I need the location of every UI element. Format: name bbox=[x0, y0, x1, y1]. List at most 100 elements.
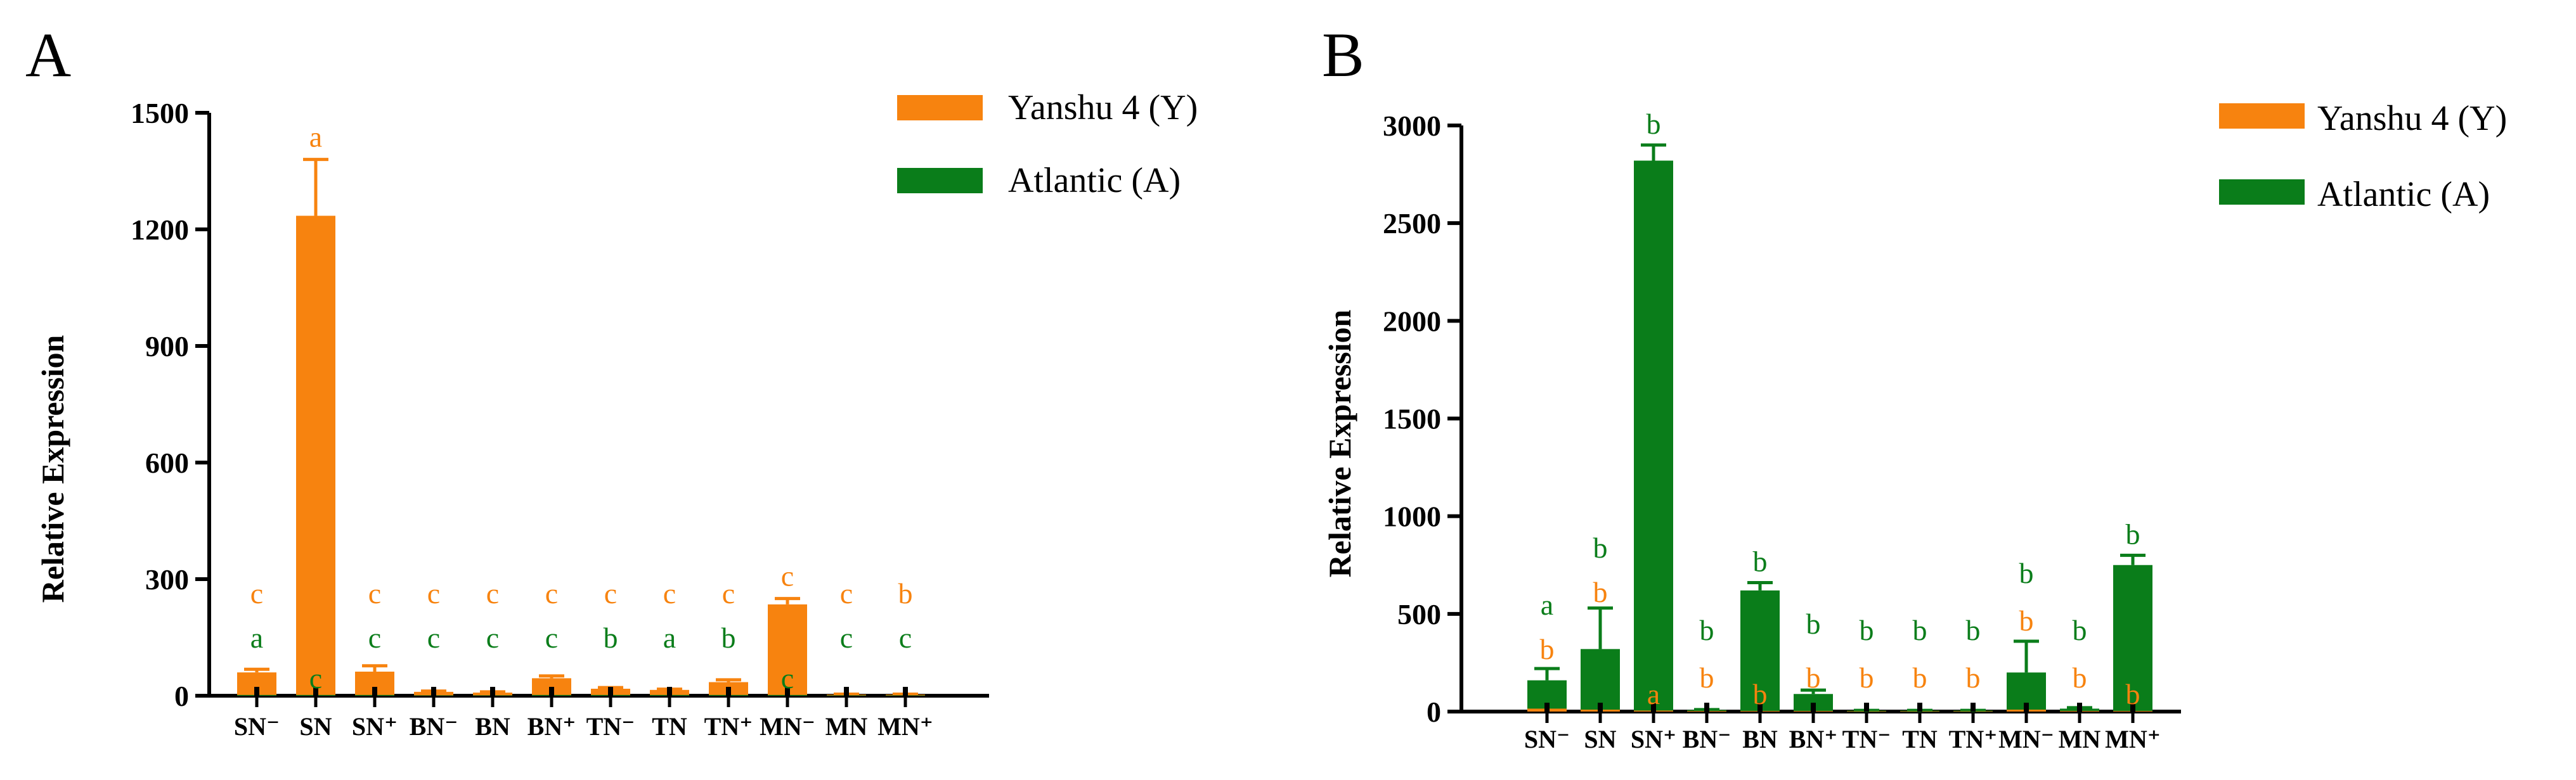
sig-letter-atlantic: c bbox=[427, 622, 440, 654]
baseline-marker bbox=[1917, 703, 1922, 712]
legend-swatch-atlantic bbox=[2219, 179, 2305, 205]
baseline-marker bbox=[431, 687, 436, 696]
sig-letter-atlantic: b bbox=[2073, 614, 2087, 646]
sig-letter-yanshu: b bbox=[2073, 662, 2087, 694]
sig-letter-yanshu: b bbox=[1860, 662, 1874, 694]
sig-letter-yanshu: b bbox=[2019, 604, 2034, 637]
baseline-marker bbox=[726, 687, 731, 696]
y-tick-label: 2500 bbox=[1383, 207, 1441, 240]
x-tick-label: TN⁺ bbox=[704, 712, 753, 741]
sig-letter-yanshu: b bbox=[1540, 633, 1555, 665]
sig-letter-yanshu: c bbox=[663, 577, 676, 610]
sig-letter-atlantic: b bbox=[1860, 614, 1874, 646]
y-tick-label: 2000 bbox=[1383, 305, 1441, 337]
sig-letter-yanshu: a bbox=[309, 121, 322, 153]
sig-letter-atlantic: c bbox=[899, 622, 912, 654]
baseline-marker bbox=[372, 687, 377, 696]
sig-letter-atlantic: c bbox=[840, 622, 853, 654]
sig-letter-atlantic: b bbox=[1753, 546, 1768, 578]
sig-letter-atlantic: c bbox=[545, 622, 558, 654]
sig-letter-yanshu: c bbox=[722, 577, 735, 610]
sig-letter-atlantic: c bbox=[781, 662, 794, 694]
y-tick-label: 600 bbox=[145, 447, 189, 479]
sig-letter-yanshu: b bbox=[1593, 576, 1608, 608]
sig-letter-atlantic: b bbox=[722, 622, 736, 654]
bar-atlantic bbox=[2113, 565, 2152, 712]
sig-letter-yanshu: b bbox=[1966, 662, 1981, 694]
sig-letter-atlantic: a bbox=[663, 622, 676, 654]
x-tick-label: MN bbox=[825, 712, 868, 741]
x-tick-label: TN⁺ bbox=[1949, 725, 1998, 753]
legend-label-yanshu: Yanshu 4 (Y) bbox=[1008, 88, 1198, 127]
baseline-marker bbox=[2077, 703, 2082, 712]
x-tick-label: TN⁻ bbox=[586, 712, 635, 741]
x-tick-label: BN bbox=[1742, 725, 1778, 753]
sig-letter-atlantic: a bbox=[1541, 589, 1553, 621]
x-tick-label: SN⁻ bbox=[1524, 725, 1570, 753]
panel-a-legend: Yanshu 4 (Y) Atlantic (A) bbox=[897, 88, 1198, 200]
sig-letter-yanshu: c bbox=[368, 577, 381, 610]
y-tick-label: 0 bbox=[174, 680, 189, 712]
panel-b: B 050010001500200025003000SN⁻abSNbbSN⁺ba… bbox=[1322, 20, 2507, 753]
x-tick-label: BN⁻ bbox=[410, 712, 458, 741]
sig-letter-atlantic: b bbox=[1913, 614, 1927, 646]
x-tick-label: SN⁺ bbox=[352, 712, 398, 741]
x-tick-label: BN⁻ bbox=[1683, 725, 1731, 753]
sig-letter-atlantic: b bbox=[1700, 614, 1714, 646]
panel-a-label: A bbox=[25, 20, 71, 90]
x-tick-label: BN bbox=[475, 712, 510, 741]
y-tick-label: 900 bbox=[145, 330, 189, 362]
x-tick-label: TN bbox=[652, 712, 687, 741]
x-tick-label: MN⁺ bbox=[2105, 725, 2161, 753]
baseline-marker bbox=[1971, 703, 1976, 712]
sig-letter-yanshu: c bbox=[545, 577, 558, 610]
y-tick-label: 1500 bbox=[131, 97, 189, 129]
y-tick-label: 1000 bbox=[1383, 501, 1441, 533]
legend-label-atlantic: Atlantic (A) bbox=[2317, 175, 2490, 214]
bar-atlantic bbox=[1581, 649, 1620, 712]
sig-letter-yanshu: a bbox=[1647, 678, 1660, 710]
sig-letter-yanshu: c bbox=[250, 577, 263, 610]
y-tick-label: 3000 bbox=[1383, 110, 1441, 142]
sig-letter-atlantic: b bbox=[1806, 608, 1821, 640]
baseline-marker bbox=[2130, 703, 2135, 712]
sig-letter-atlantic: b bbox=[1966, 614, 1981, 646]
baseline-marker bbox=[1651, 703, 1656, 712]
y-tick-label: 0 bbox=[1427, 696, 1441, 728]
sig-letter-atlantic: a bbox=[250, 622, 263, 654]
baseline-marker bbox=[1811, 703, 1816, 712]
bar-yanshu bbox=[296, 215, 335, 696]
sig-letter-yanshu: b bbox=[898, 577, 913, 610]
panel-a-y-axis-label: Relative Expression bbox=[35, 335, 70, 603]
sig-letter-yanshu: c bbox=[604, 577, 617, 610]
baseline-marker bbox=[667, 687, 672, 696]
sig-letter-yanshu: b bbox=[1913, 662, 1927, 694]
baseline-marker bbox=[549, 687, 554, 696]
sig-letter-yanshu: c bbox=[427, 577, 440, 610]
x-tick-label: SN⁻ bbox=[234, 712, 280, 741]
sig-letter-yanshu: b bbox=[1700, 662, 1714, 694]
panel-b-label: B bbox=[1322, 20, 1364, 90]
baseline-marker bbox=[490, 687, 495, 696]
y-tick-label: 1500 bbox=[1383, 403, 1441, 435]
x-tick-label: MN⁺ bbox=[877, 712, 933, 741]
x-tick-label: SN bbox=[1584, 725, 1616, 753]
baseline-marker bbox=[1598, 703, 1603, 712]
legend-label-yanshu: Yanshu 4 (Y) bbox=[2317, 99, 2507, 138]
baseline-marker bbox=[2024, 703, 2029, 712]
y-tick-label: 300 bbox=[145, 563, 189, 596]
baseline-marker bbox=[254, 687, 259, 696]
panel-b-legend: Yanshu 4 (Y) Atlantic (A) bbox=[2219, 99, 2507, 214]
sig-letter-yanshu: c bbox=[840, 577, 853, 610]
sig-letter-atlantic: c bbox=[309, 662, 322, 694]
x-tick-label: SN⁺ bbox=[1631, 725, 1676, 753]
bar-yanshu bbox=[768, 604, 807, 696]
x-tick-label: SN bbox=[299, 712, 332, 741]
y-tick-label: 1200 bbox=[131, 214, 189, 246]
bar-atlantic bbox=[1740, 590, 1780, 712]
panel-a: A 030060090012001500SN⁻caSNacSN⁺ccBN⁻ccB… bbox=[25, 20, 1198, 741]
y-tick-label: 500 bbox=[1397, 598, 1441, 630]
sig-letter-yanshu: b bbox=[2126, 678, 2140, 710]
sig-letter-atlantic: c bbox=[486, 622, 499, 654]
